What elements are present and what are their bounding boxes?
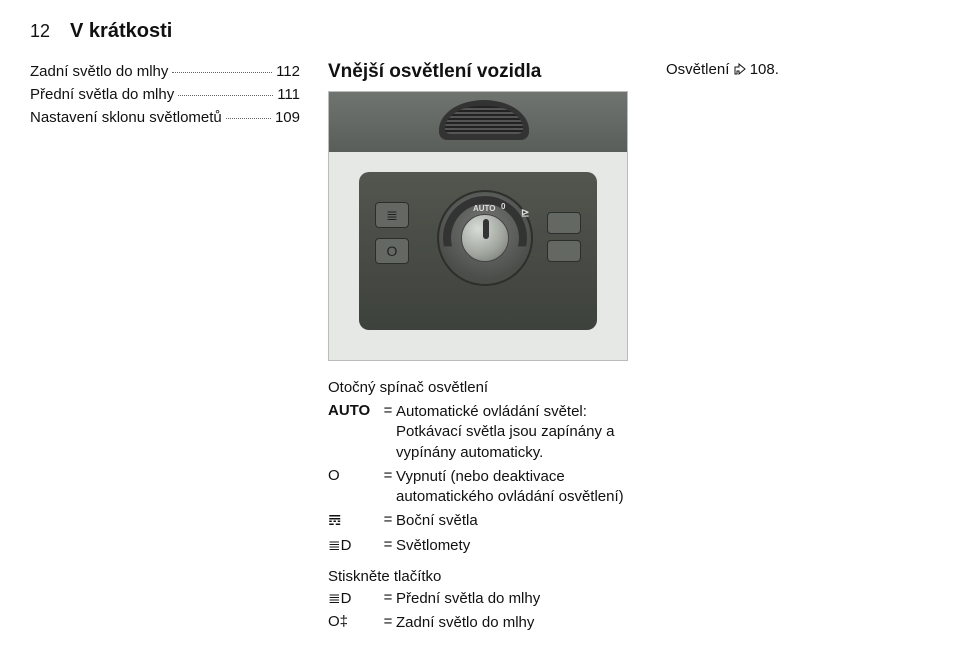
cross-reference: Osvětlení 108. — [666, 61, 930, 78]
dial-label-auto: AUTO — [473, 204, 496, 213]
def-row: AUTO = Automatické ovládání světel: Potk… — [328, 402, 638, 467]
def-val: Zadní světlo do mlhy — [396, 613, 638, 637]
def-row: 𝌍 = Boční světla — [328, 511, 638, 535]
page-header: 12 V krátkosti — [30, 20, 930, 43]
ref-text: Osvětlení — [666, 61, 729, 78]
press-button-subheading: Stiskněte tlačítko — [328, 568, 638, 585]
equals-icon: = — [380, 589, 396, 613]
def-key-headlights-icon: ≣D — [328, 536, 380, 560]
toc-label: Nastavení sklonu světlometů — [30, 109, 222, 126]
page-title: V krátkosti — [70, 20, 172, 43]
ref-page: 108. — [750, 61, 779, 78]
toc-entry: Zadní světlo do mlhy 112 — [30, 61, 300, 80]
col-middle: Vnější osvětlení vozidla ≣ O AUTO 0 ⊵ Ot… — [328, 61, 638, 643]
equals-icon: = — [380, 402, 396, 467]
headlight-dial-illustration: ≣ O AUTO 0 ⊵ — [328, 91, 628, 361]
equals-icon: = — [380, 536, 396, 560]
section-heading: Vnější osvětlení vozidla — [328, 61, 638, 83]
equals-icon: = — [380, 613, 396, 637]
dial-label-zero: 0 — [501, 202, 505, 211]
def-val: Vypnutí (nebo deaktivace automatického o… — [396, 467, 638, 512]
def-key-sidelights-icon: 𝌍 — [328, 511, 380, 535]
button-press-definitions: ≣D = Přední světla do mlhy O‡ = Zadní sv… — [328, 589, 638, 638]
toc-leader-dots — [178, 81, 273, 96]
dial-subheading: Otočný spínač osvětlení — [328, 379, 638, 396]
three-column-layout: Zadní světlo do mlhy 112 Přední světla d… — [30, 61, 930, 643]
reference-arrow-icon — [734, 62, 746, 74]
col-left: Zadní světlo do mlhy 112 Přední světla d… — [30, 61, 300, 643]
def-row: O = Vypnutí (nebo deaktivace automatické… — [328, 467, 638, 512]
def-row: O‡ = Zadní světlo do mlhy — [328, 613, 638, 637]
def-key-off: O — [328, 467, 380, 512]
toc-page: 111 — [277, 86, 300, 103]
toc-label: Přední světla do mlhy — [30, 86, 174, 103]
toc-label: Zadní světlo do mlhy — [30, 63, 168, 80]
col-right: Osvětlení 108. — [666, 61, 930, 643]
toc-entry: Přední světla do mlhy 111 — [30, 84, 300, 103]
equals-icon: = — [380, 467, 396, 512]
control-panel: ≣ O AUTO 0 ⊵ — [359, 172, 597, 330]
def-key-rear-fog-icon: O‡ — [328, 613, 380, 637]
def-key-front-fog-icon: ≣D — [328, 589, 380, 613]
dial-label-right-icon: ⊵ — [521, 208, 529, 219]
dial-knob-icon — [461, 214, 509, 262]
def-val: Boční světla — [396, 511, 638, 535]
page-number: 12 — [30, 21, 50, 42]
def-key-auto: AUTO — [328, 402, 380, 467]
aux-button-1 — [547, 212, 581, 234]
rotary-position-definitions: AUTO = Automatické ovládání světel: Potk… — [328, 402, 638, 560]
toc-leader-dots — [226, 104, 271, 119]
toc-page: 109 — [275, 109, 300, 126]
front-fog-button-icon: ≣ — [375, 202, 409, 228]
rear-fog-button-icon: O — [375, 238, 409, 264]
def-val: Přední světla do mlhy — [396, 589, 638, 613]
toc-page: 112 — [276, 63, 300, 80]
aux-button-2 — [547, 240, 581, 262]
rotary-dial: AUTO 0 ⊵ — [437, 190, 533, 286]
toc-entry: Nastavení sklonu světlometů 109 — [30, 107, 300, 126]
def-row: ≣D = Světlomety — [328, 536, 638, 560]
def-val: Automatické ovládání světel: Potkávací s… — [396, 402, 638, 467]
equals-icon: = — [380, 511, 396, 535]
def-row: ≣D = Přední světla do mlhy — [328, 589, 638, 613]
def-val: Světlomety — [396, 536, 638, 560]
toc-leader-dots — [172, 58, 272, 73]
